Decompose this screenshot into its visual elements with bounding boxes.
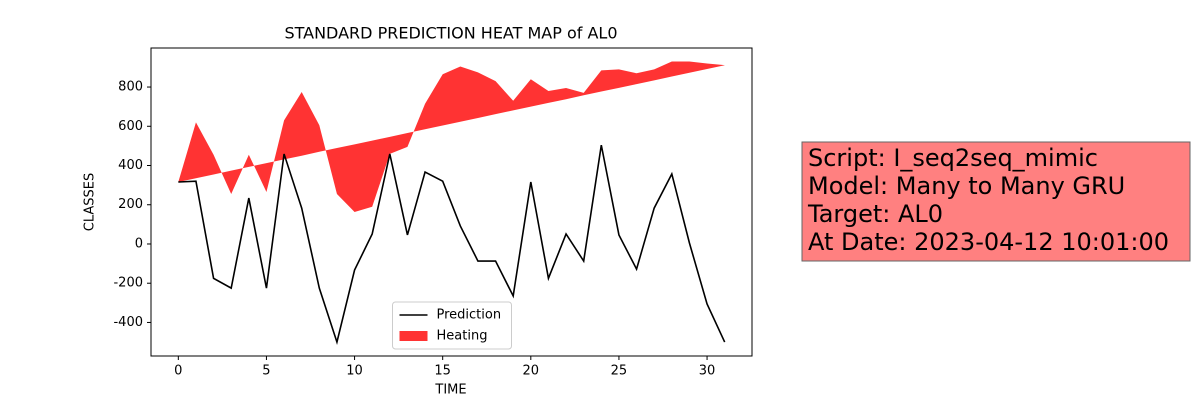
y-tick-label: 0 (135, 236, 143, 251)
chart-title: STANDARD PREDICTION HEAT MAP of AL0 (284, 24, 617, 43)
y-tick-label: 800 (118, 80, 143, 95)
legend-label: Heating (437, 329, 488, 344)
x-tick-label: 0 (174, 364, 182, 379)
legend-swatch (399, 331, 428, 341)
y-axis-label: CLASSES (83, 173, 98, 231)
x-tick-label: 15 (434, 364, 451, 379)
y-tick-label: 600 (118, 119, 143, 134)
legend-label: Prediction (437, 308, 502, 323)
y-tick-label: 200 (118, 197, 143, 212)
annotation-line: Script: I_seq2seq_mimic (808, 144, 1098, 172)
x-tick-label: 30 (699, 364, 716, 379)
heating-area (178, 61, 725, 213)
plot-frame (150, 47, 753, 357)
y-tick-label: 400 (118, 158, 143, 173)
prediction-line (178, 144, 726, 345)
annotation-box (801, 141, 1191, 262)
annotation-line: At Date: 2023-04-12 10:01:00 (808, 228, 1169, 256)
x-axis-label: TIME (434, 383, 466, 398)
x-tick-label: 20 (523, 364, 540, 379)
y-tick-label: -200 (113, 276, 143, 291)
annotation-line: Target: AL0 (807, 200, 943, 228)
x-tick-label: 10 (346, 364, 363, 379)
annotation-line: Model: Many to Many GRU (808, 172, 1125, 200)
x-tick-label: 5 (262, 364, 270, 379)
x-tick-label: 25 (611, 364, 628, 379)
y-tick-label: -400 (113, 315, 143, 330)
